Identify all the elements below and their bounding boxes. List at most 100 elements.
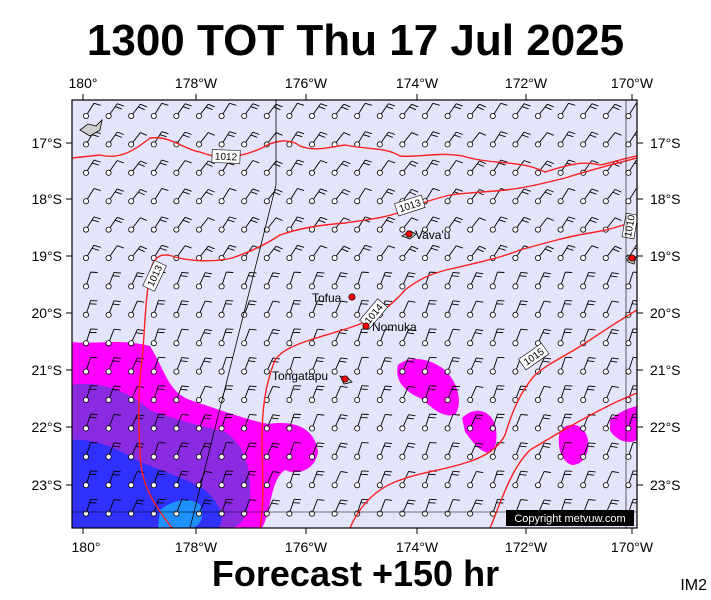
- lon-label-top-180: 180°: [69, 75, 98, 91]
- wind-barb: [467, 245, 487, 261]
- wind-barb: [308, 216, 328, 233]
- international-date-line: [189, 100, 277, 528]
- wind-barb: [354, 328, 369, 347]
- wind-barb: [354, 442, 369, 460]
- wind-barb: [467, 357, 484, 375]
- wind-barb: [602, 471, 619, 489]
- wind-barb: [399, 357, 416, 375]
- wind-barb: [602, 272, 619, 290]
- lat-label-left-21s: 21°S: [31, 362, 62, 378]
- wind-barb: [467, 414, 484, 432]
- wind-barb: [331, 103, 351, 120]
- wind-barb: [286, 385, 302, 403]
- lat-label-right-17s: 17°S: [650, 135, 681, 151]
- wind-barb: [376, 188, 396, 205]
- wind-barb: [557, 188, 576, 205]
- wind-barb: [173, 413, 189, 432]
- wind-barb: [421, 244, 440, 261]
- wind-barb: [376, 245, 396, 261]
- wind-barb: [399, 132, 419, 148]
- wind-barb: [489, 216, 508, 233]
- wind-barb: [354, 159, 372, 176]
- wind-barb: [128, 132, 148, 148]
- wind-barb: [173, 385, 189, 403]
- wind-barb: [308, 328, 325, 347]
- wind-barb: [580, 300, 596, 318]
- wind-barb: [128, 300, 145, 318]
- wind-barb: [376, 160, 396, 176]
- wind-barb: [535, 471, 552, 489]
- east-island-marker: [628, 254, 636, 262]
- wind-barb: [421, 300, 437, 318]
- wind-barb: [83, 328, 98, 347]
- wind-barb: [83, 216, 101, 233]
- wind-barb: [308, 470, 325, 489]
- wind-barb: [512, 160, 531, 176]
- wind-barb: [444, 328, 460, 347]
- wind-barb: [128, 385, 145, 403]
- wind-barb: [83, 385, 98, 403]
- wind-barb: [602, 103, 622, 120]
- wind-barb: [444, 131, 463, 148]
- wind-barb: [535, 217, 554, 233]
- wind-barb: [173, 470, 189, 489]
- wind-barb: [421, 216, 440, 233]
- wind-barb: [602, 329, 619, 347]
- tofua-label: Tofua: [312, 291, 342, 305]
- wind-barb: [286, 356, 302, 375]
- wind-barb: [535, 103, 554, 120]
- wind-barb: [331, 471, 348, 489]
- wind-barb: [83, 442, 98, 460]
- wind-barb: [150, 188, 169, 205]
- wind-barb: [218, 356, 234, 375]
- wind-barb: [489, 413, 505, 432]
- lat-label-left-23s: 23°S: [31, 477, 62, 493]
- wind-barb: [173, 160, 192, 176]
- wind-barb: [376, 442, 393, 460]
- wind-barb: [105, 103, 124, 120]
- wind-barb: [263, 414, 280, 432]
- wind-barb: [444, 385, 460, 403]
- wind-barb: [286, 188, 305, 205]
- wind-barb: [376, 103, 396, 120]
- wind-barb: [444, 300, 460, 318]
- wind-barb: [399, 385, 416, 403]
- wind-barb: [195, 245, 215, 261]
- wind-barb: [105, 385, 121, 403]
- wind-barb: [557, 413, 573, 432]
- wind-barb: [241, 442, 257, 460]
- wind-barb: [535, 160, 554, 176]
- wind-barb: [128, 160, 148, 176]
- wind-barb: [489, 102, 508, 120]
- wind-barb: [489, 300, 505, 318]
- wind-barb: [218, 188, 237, 205]
- nomuka-label: Nomuka: [372, 320, 417, 334]
- wind-barb: [421, 442, 437, 460]
- forecast-hour-label: Forecast +150 hr: [211, 553, 500, 594]
- wind-barb: [128, 442, 145, 460]
- wind-barb: [263, 442, 280, 460]
- wind-barb: [602, 300, 619, 318]
- wind-barb: [580, 385, 596, 403]
- wind-barb: [128, 272, 145, 290]
- isobar-label-1012: 1012: [215, 152, 238, 164]
- wind-barb: [150, 102, 169, 120]
- wind-barb: [354, 131, 372, 148]
- wind-barb: [489, 159, 508, 176]
- wind-barb: [444, 442, 460, 460]
- wind-barb: [557, 470, 573, 489]
- wind-barb: [83, 300, 98, 318]
- wind-barb: [557, 328, 573, 347]
- wind-barb: [128, 245, 148, 261]
- wind-barb: [218, 102, 237, 120]
- wind-barb: [286, 300, 302, 318]
- longitude-ticks: [82, 94, 633, 534]
- wind-barb: [150, 159, 169, 176]
- wind-barb: [105, 413, 121, 432]
- wind-barb: [557, 102, 576, 120]
- wind-barb: [625, 188, 637, 205]
- image-code: IM2: [680, 577, 707, 594]
- wind-barb: [399, 160, 419, 176]
- wind-barb: [218, 328, 234, 347]
